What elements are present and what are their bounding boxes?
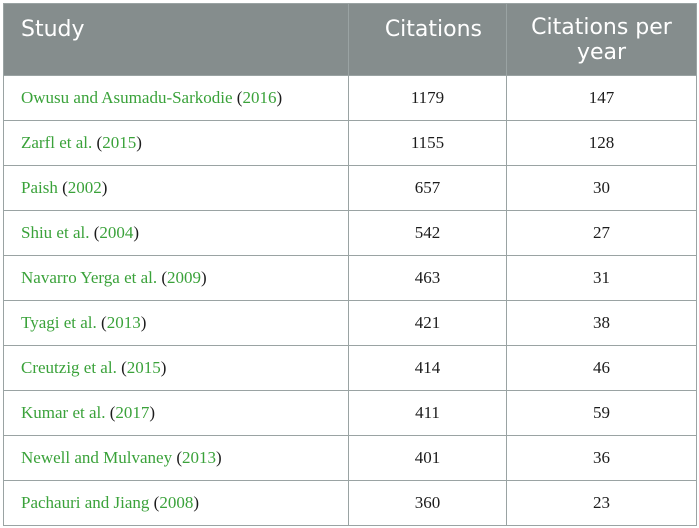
citations-cell: 463 [348,255,507,301]
header-citations-per-year: Citations per year [506,3,697,76]
study-year-link[interactable]: 2004 [99,223,134,242]
study-cell: Creutzig et al. (2015) [3,345,349,391]
study-cell: Navarro Yerga et al. (2009) [3,255,349,301]
citations-per-year-cell: 36 [506,435,697,481]
table-row: Paish (2002) 657 30 [3,165,697,211]
citations-per-year-cell: 38 [506,300,697,346]
citations-per-year-cell: 30 [506,165,697,211]
citations-cell: 1155 [348,120,507,166]
study-year-link[interactable]: 2016 [242,88,277,107]
study-cell: Shiu et al. (2004) [3,210,349,256]
table-row: Shiu et al. (2004) 542 27 [3,210,697,256]
citations-per-year-cell: 147 [506,75,697,121]
table-row: Zarfl et al. (2015) 1155 128 [3,120,697,166]
study-author-link[interactable]: Shiu et al. [21,223,90,242]
citations-cell: 542 [348,210,507,256]
citations-table: Study Citations Citations per year Owusu… [3,3,697,526]
table-row: Owusu and Asumadu-Sarkodie (2016) 1179 147 [3,75,697,121]
table-body: Owusu and Asumadu-Sarkodie (2016) 1179 147… [3,75,697,526]
study-year-link[interactable]: 2013 [106,313,141,332]
citations-per-year-cell: 27 [506,210,697,256]
table-row: Newell and Mulvaney (2013) 401 36 [3,435,697,481]
citations-per-year-cell: 23 [506,480,697,526]
study-author-link[interactable]: Kumar et al. [21,403,106,422]
table-row: Pachauri and Jiang (2008) 360 23 [3,480,697,526]
study-author-link[interactable]: Navarro Yerga et al. [21,268,158,287]
study-cell: Tyagi et al. (2013) [3,300,349,346]
study-author-link[interactable]: Tyagi et al. [21,313,97,332]
study-author-link[interactable]: Paish [21,178,58,197]
citations-cell: 1179 [348,75,507,121]
citations-cell: 411 [348,390,507,436]
header-citations: Citations [348,3,507,76]
study-year-link[interactable]: 2008 [159,493,194,512]
study-year-link[interactable]: 2015 [126,358,161,377]
citations-cell: 414 [348,345,507,391]
table-row: Tyagi et al. (2013) 421 38 [3,300,697,346]
study-cell: Kumar et al. (2017) [3,390,349,436]
study-author-link[interactable]: Owusu and Asumadu-Sarkodie [21,88,233,107]
citations-per-year-cell: 128 [506,120,697,166]
citations-per-year-cell: 46 [506,345,697,391]
table-row: Kumar et al. (2017) 411 59 [3,390,697,436]
table-header: Study Citations Citations per year [3,3,697,76]
citations-cell: 657 [348,165,507,211]
study-year-link[interactable]: 2002 [67,178,102,197]
table-row: Creutzig et al. (2015) 414 46 [3,345,697,391]
table-row: Navarro Yerga et al. (2009) 463 31 [3,255,697,301]
study-author-link[interactable]: Creutzig et al. [21,358,117,377]
study-author-link[interactable]: Zarfl et al. [21,133,93,152]
study-cell: Pachauri and Jiang (2008) [3,480,349,526]
study-year-link[interactable]: 2017 [115,403,150,422]
study-cell: Zarfl et al. (2015) [3,120,349,166]
study-cell: Paish (2002) [3,165,349,211]
citations-cell: 421 [348,300,507,346]
study-author-link[interactable]: Newell and Mulvaney [21,448,173,467]
citations-cell: 401 [348,435,507,481]
study-cell: Newell and Mulvaney (2013) [3,435,349,481]
header-study: Study [3,3,349,76]
citations-per-year-cell: 31 [506,255,697,301]
citations-cell: 360 [348,480,507,526]
citations-per-year-cell: 59 [506,390,697,436]
study-year-link[interactable]: 2013 [182,448,216,467]
header-row: Study Citations Citations per year [3,3,697,76]
study-cell: Owusu and Asumadu-Sarkodie (2016) [3,75,349,121]
study-year-link[interactable]: 2015 [102,133,137,152]
study-author-link[interactable]: Pachauri and Jiang [21,493,150,512]
study-year-link[interactable]: 2009 [167,268,202,287]
